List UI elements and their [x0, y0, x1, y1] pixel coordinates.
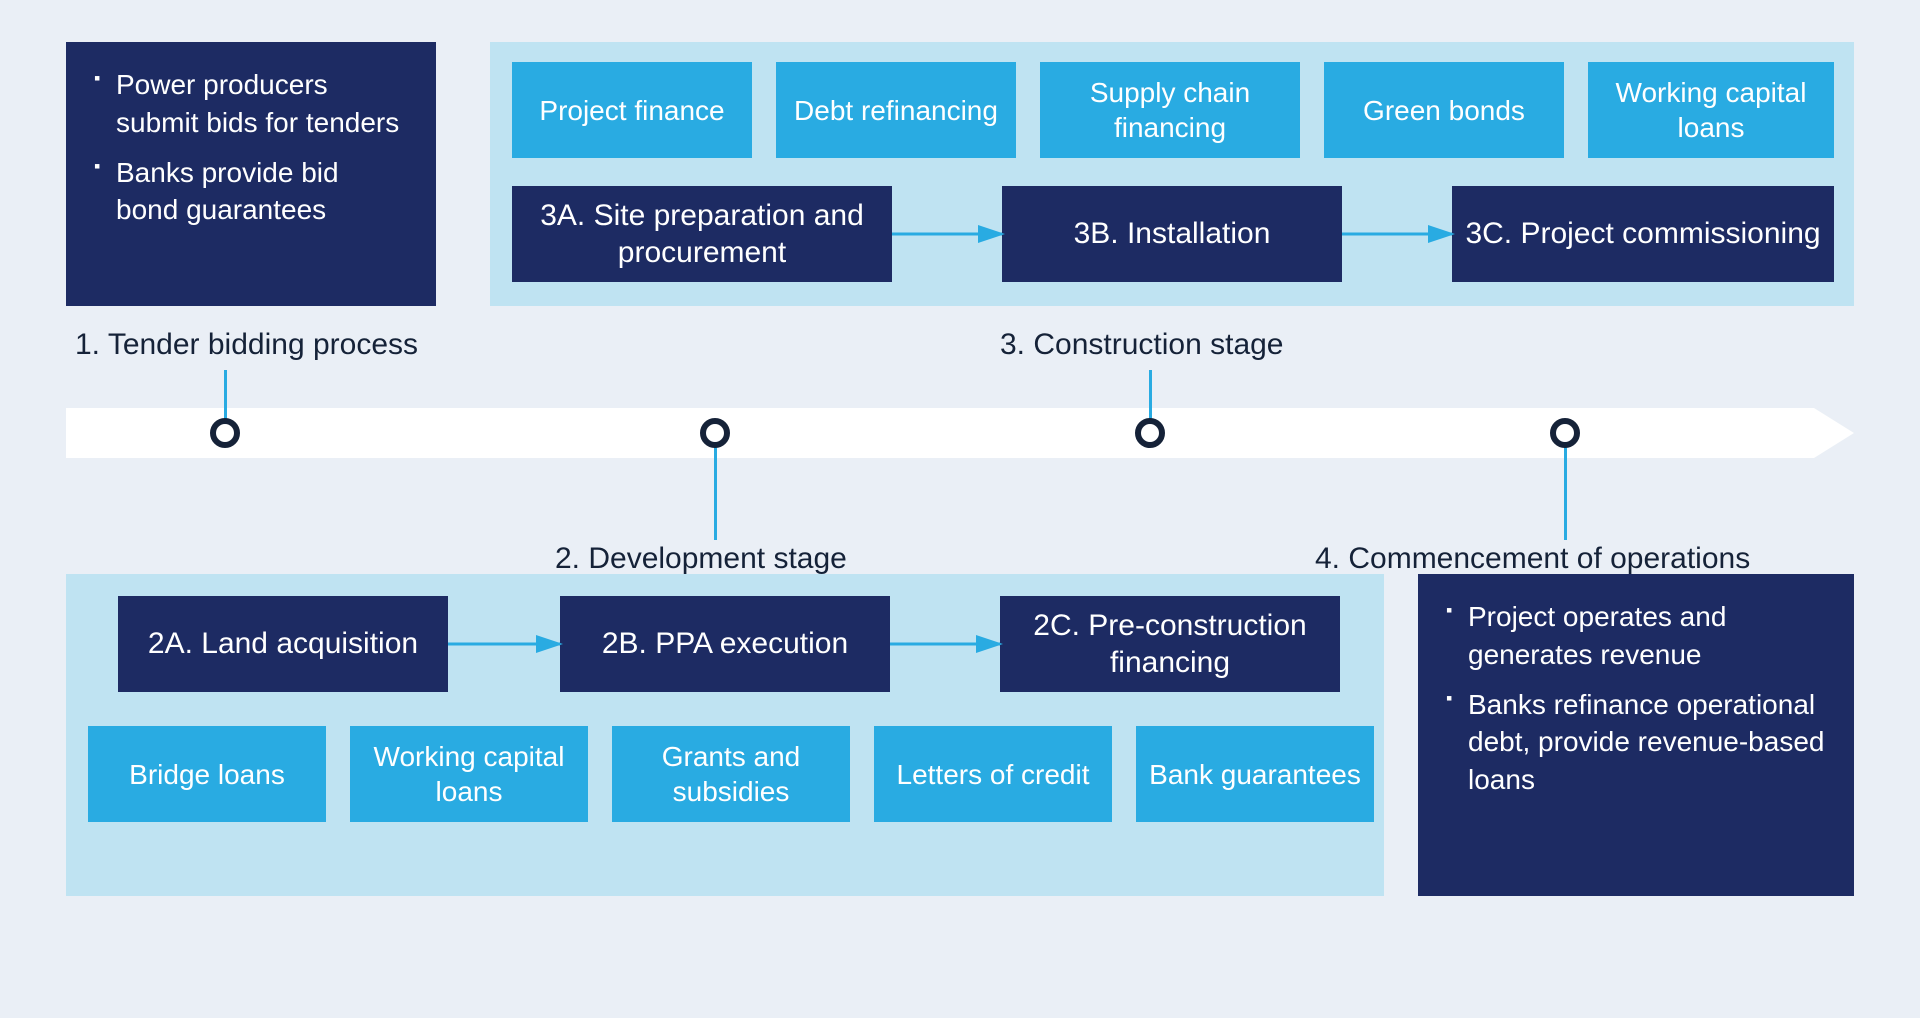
- tender-box-bullet-1: Banks provide bid bond guarantees: [94, 154, 408, 230]
- chip-b5: Bank guarantees: [1136, 726, 1374, 822]
- development-panel-arrow-1: [886, 634, 1004, 664]
- operations-box: Project operates and generates revenue Ba…: [1418, 574, 1854, 896]
- development-panel-arrow-0: [444, 634, 564, 664]
- step-s3c: 3C. Project commissioning: [1452, 186, 1834, 282]
- timeline-label-m4: 4. Commencement of operations: [1315, 542, 1750, 576]
- timeline-marker-m4: [1550, 418, 1580, 448]
- operations-box-bullet-1: Banks refinance operational debt, provid…: [1446, 686, 1826, 799]
- step-s2c: 2C. Pre-construction financing: [1000, 596, 1340, 692]
- timeline-marker-m2: [700, 418, 730, 448]
- marker-line-m4: [1564, 433, 1567, 540]
- tender-box: Power producers submit bids for tenders B…: [66, 42, 436, 306]
- timeline-label-m2: 2. Development stage: [555, 542, 847, 576]
- tender-box-list: Power producers submit bids for tenders B…: [94, 66, 408, 229]
- chip-b4: Letters of credit: [874, 726, 1112, 822]
- tender-box-bullet-0: Power producers submit bids for tenders: [94, 66, 408, 142]
- step-s2b: 2B. PPA execution: [560, 596, 890, 692]
- chip-c4: Green bonds: [1324, 62, 1564, 158]
- chip-b3: Grants and subsidies: [612, 726, 850, 822]
- operations-box-bullet-0: Project operates and generates revenue: [1446, 598, 1826, 674]
- chip-c1: Project finance: [512, 62, 752, 158]
- chip-b2: Working capital loans: [350, 726, 588, 822]
- timeline-arrowhead-icon: [1814, 408, 1854, 458]
- chip-b1: Bridge loans: [88, 726, 326, 822]
- construction-panel-arrow-0: [888, 224, 1006, 254]
- marker-line-m2: [714, 433, 717, 540]
- chip-c2: Debt refinancing: [776, 62, 1016, 158]
- timeline-marker-m1: [210, 418, 240, 448]
- operations-box-list: Project operates and generates revenue Ba…: [1446, 598, 1826, 799]
- timeline-label-m1: 1. Tender bidding process: [75, 328, 418, 362]
- timeline-marker-m3: [1135, 418, 1165, 448]
- step-s3b: 3B. Installation: [1002, 186, 1342, 282]
- construction-panel-arrow-1: [1338, 224, 1456, 254]
- step-s2a: 2A. Land acquisition: [118, 596, 448, 692]
- timeline-label-m3: 3. Construction stage: [1000, 328, 1284, 362]
- step-s3a: 3A. Site preparation and procurement: [512, 186, 892, 282]
- chip-c5: Working capital loans: [1588, 62, 1834, 158]
- chip-c3: Supply chain financing: [1040, 62, 1300, 158]
